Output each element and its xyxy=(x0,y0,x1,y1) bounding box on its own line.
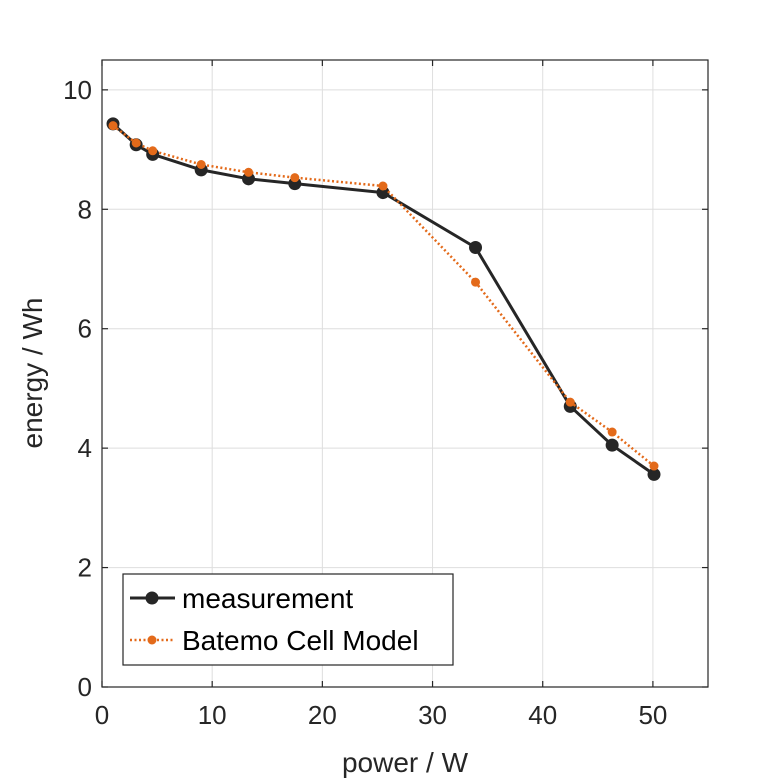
x-tick-label: 30 xyxy=(418,700,447,730)
data-point-measurement xyxy=(605,438,619,452)
x-tick-labels: 0 10 20 30 40 50 xyxy=(95,700,668,730)
grid xyxy=(101,60,708,688)
data-point-measurement xyxy=(647,467,661,481)
data-point-batemo-cell-model xyxy=(471,277,481,287)
data-point-batemo-cell-model xyxy=(131,138,141,148)
legend-marker-measurement xyxy=(145,591,159,605)
data-point-batemo-cell-model xyxy=(108,121,118,131)
y-axis-label: energy / Wh xyxy=(17,298,48,449)
legend: measurement Batemo Cell Model xyxy=(122,573,454,666)
y-tick-labels: 0 2 4 6 8 10 xyxy=(63,75,92,702)
data-point-batemo-cell-model xyxy=(607,427,617,437)
x-tick-label: 20 xyxy=(308,700,337,730)
y-tick-label: 4 xyxy=(78,433,92,463)
x-tick-label: 10 xyxy=(198,700,227,730)
data-point-measurement xyxy=(242,172,256,186)
plot-area-frame xyxy=(101,59,709,688)
x-tick-label: 0 xyxy=(95,700,109,730)
series-line-batemo-cell-model xyxy=(112,124,655,468)
y-tick-label: 8 xyxy=(78,194,92,224)
data-point-batemo-cell-model xyxy=(196,160,206,169)
data-series xyxy=(106,117,661,481)
axis-ticks xyxy=(101,60,708,688)
data-point-batemo-cell-model xyxy=(378,181,388,191)
y-tick-label: 10 xyxy=(63,75,92,105)
x-tick-label: 40 xyxy=(528,700,557,730)
legend-label-measurement: measurement xyxy=(182,583,353,614)
data-point-batemo-cell-model xyxy=(244,167,254,177)
legend-box xyxy=(122,573,454,666)
legend-label-batemo: Batemo Cell Model xyxy=(182,625,419,656)
series-line-measurement xyxy=(111,122,655,476)
x-axis-label: power / W xyxy=(342,747,469,778)
data-point-measurement xyxy=(469,241,483,255)
data-point-batemo-cell-model xyxy=(290,173,300,183)
y-tick-label: 2 xyxy=(78,553,92,583)
x-tick-label: 50 xyxy=(638,700,667,730)
data-point-batemo-cell-model xyxy=(649,461,659,471)
y-tick-label: 0 xyxy=(78,672,92,702)
data-point-batemo-cell-model xyxy=(148,146,158,156)
legend-marker-batemo xyxy=(147,635,157,645)
data-point-batemo-cell-model xyxy=(565,397,575,407)
y-tick-label: 6 xyxy=(78,314,92,344)
